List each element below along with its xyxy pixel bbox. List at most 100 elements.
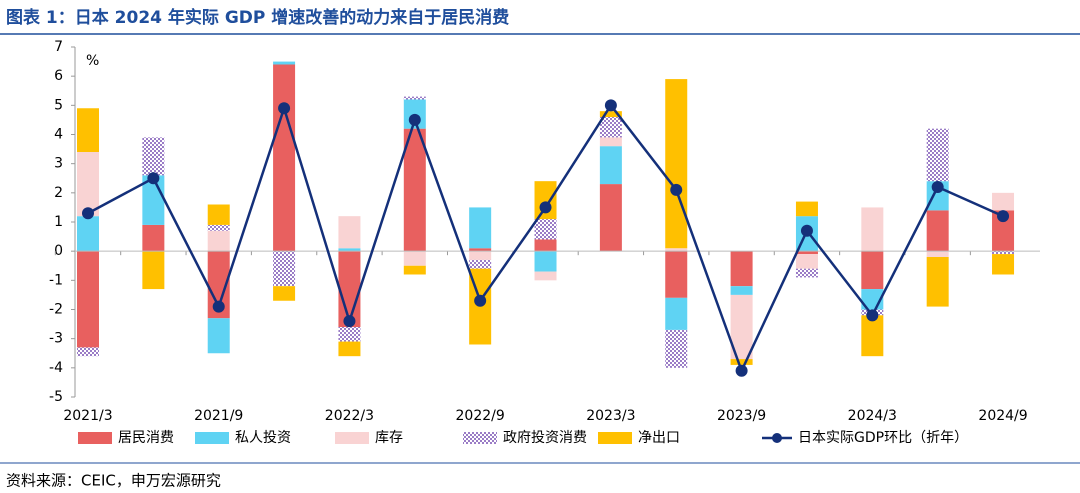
y-tick-label: 6 xyxy=(54,68,63,84)
bar-segment xyxy=(534,239,557,252)
legend-label: 私人投资 xyxy=(235,430,291,446)
bar-segment xyxy=(469,207,492,249)
x-tick-label: 2023/3 xyxy=(586,408,635,424)
bar-segment xyxy=(665,248,688,252)
x-tick-label: 2022/9 xyxy=(456,408,505,424)
bar-segment xyxy=(142,137,165,176)
y-tick-label: 2 xyxy=(54,185,63,201)
legend-swatch xyxy=(598,432,632,444)
bar-segment xyxy=(273,286,296,301)
bar-segment xyxy=(403,251,426,266)
line-point xyxy=(604,99,617,112)
x-tick-label: 2021/9 xyxy=(194,408,243,424)
bar-segment xyxy=(599,117,622,138)
bar-segment xyxy=(665,251,688,298)
bar-segment xyxy=(926,210,949,252)
y-tick-label: 0 xyxy=(54,243,63,259)
bar-segment xyxy=(861,251,884,290)
line-point xyxy=(670,183,683,196)
bar-segment xyxy=(338,248,361,252)
bar-segment xyxy=(77,216,99,252)
bar-segment xyxy=(730,286,753,295)
y-tick-label: -5 xyxy=(49,389,63,405)
bar-segment xyxy=(992,192,1015,211)
bar-segment xyxy=(77,251,99,348)
bar-segment xyxy=(142,224,165,252)
legend-swatch xyxy=(335,432,369,444)
bar-segment xyxy=(77,108,99,152)
chart-title: 图表 1：日本 2024 年实际 GDP 增速改善的动力来自于居民消费 xyxy=(6,7,509,28)
y-axis-label: % xyxy=(86,53,99,69)
legend-label: 居民消费 xyxy=(118,430,174,446)
bar-segment xyxy=(207,224,230,231)
y-tick-label: 7 xyxy=(54,39,63,55)
bar-segment xyxy=(338,341,361,357)
line-point xyxy=(735,364,748,377)
line-point xyxy=(343,315,356,328)
bar-segment xyxy=(926,128,949,182)
bar-segment xyxy=(926,251,949,257)
bar-segment xyxy=(992,251,1015,255)
y-tick-label: -1 xyxy=(49,272,63,288)
bar-segment xyxy=(273,64,296,252)
line-point xyxy=(408,113,421,126)
bar-segment xyxy=(665,329,688,368)
bar-segment xyxy=(599,111,622,117)
bar-segment xyxy=(534,219,557,240)
bar-segment xyxy=(207,318,230,354)
bar-segment xyxy=(795,268,818,278)
bar-segment xyxy=(599,137,622,147)
y-tick-label: -3 xyxy=(49,331,63,347)
legend-marker xyxy=(772,433,782,443)
bar-segment xyxy=(665,297,688,330)
line-point xyxy=(997,210,1010,223)
y-tick-label: 4 xyxy=(54,127,63,143)
bar-segment xyxy=(338,216,361,249)
y-tick-label: 1 xyxy=(54,214,63,230)
x-tick-label: 2024/3 xyxy=(848,408,897,424)
bar-segment xyxy=(77,152,99,217)
bar-segment xyxy=(599,146,622,185)
bar-segment xyxy=(730,359,753,365)
line-point xyxy=(866,309,879,322)
bar-segment xyxy=(338,327,361,342)
bar-segment xyxy=(795,254,818,269)
x-tick-label: 2021/3 xyxy=(63,408,112,424)
bar-segment xyxy=(861,315,884,357)
bar-segment xyxy=(795,201,818,217)
bar-segment xyxy=(992,210,1015,252)
line-point xyxy=(212,300,225,313)
bar-segment xyxy=(926,257,949,307)
bar-segment xyxy=(730,251,753,287)
x-tick-label: 2022/3 xyxy=(325,408,374,424)
bar-segment xyxy=(795,251,818,255)
legend-label: 政府投资消费 xyxy=(503,430,587,446)
source: 资料来源：CEIC，申万宏源研究 xyxy=(6,472,221,490)
y-tick-label: 3 xyxy=(54,156,63,172)
y-tick-label: -2 xyxy=(49,302,63,318)
y-tick-label: 5 xyxy=(54,97,63,113)
x-tick-label: 2024/9 xyxy=(978,408,1027,424)
line-point xyxy=(147,172,160,185)
legend-swatch xyxy=(463,432,497,444)
bar-segment xyxy=(273,251,296,287)
bar-segment xyxy=(403,128,426,252)
bar-segment xyxy=(207,204,230,225)
legend-label: 库存 xyxy=(375,430,403,446)
x-tick-label: 2023/9 xyxy=(717,408,766,424)
bar-segment xyxy=(403,96,426,100)
bar-segment xyxy=(730,294,753,360)
bar-segment xyxy=(534,251,557,272)
legend-label: 净出口 xyxy=(638,430,680,446)
legend-swatch xyxy=(195,432,229,444)
bar-segment xyxy=(469,259,492,269)
legend-swatch xyxy=(78,432,112,444)
bar-segment xyxy=(469,251,492,260)
bar-segment xyxy=(207,230,230,252)
bar-segment xyxy=(665,79,688,249)
line-point xyxy=(278,102,291,115)
line-point xyxy=(539,201,552,214)
line-point xyxy=(82,207,94,220)
bar-segment xyxy=(273,61,296,65)
